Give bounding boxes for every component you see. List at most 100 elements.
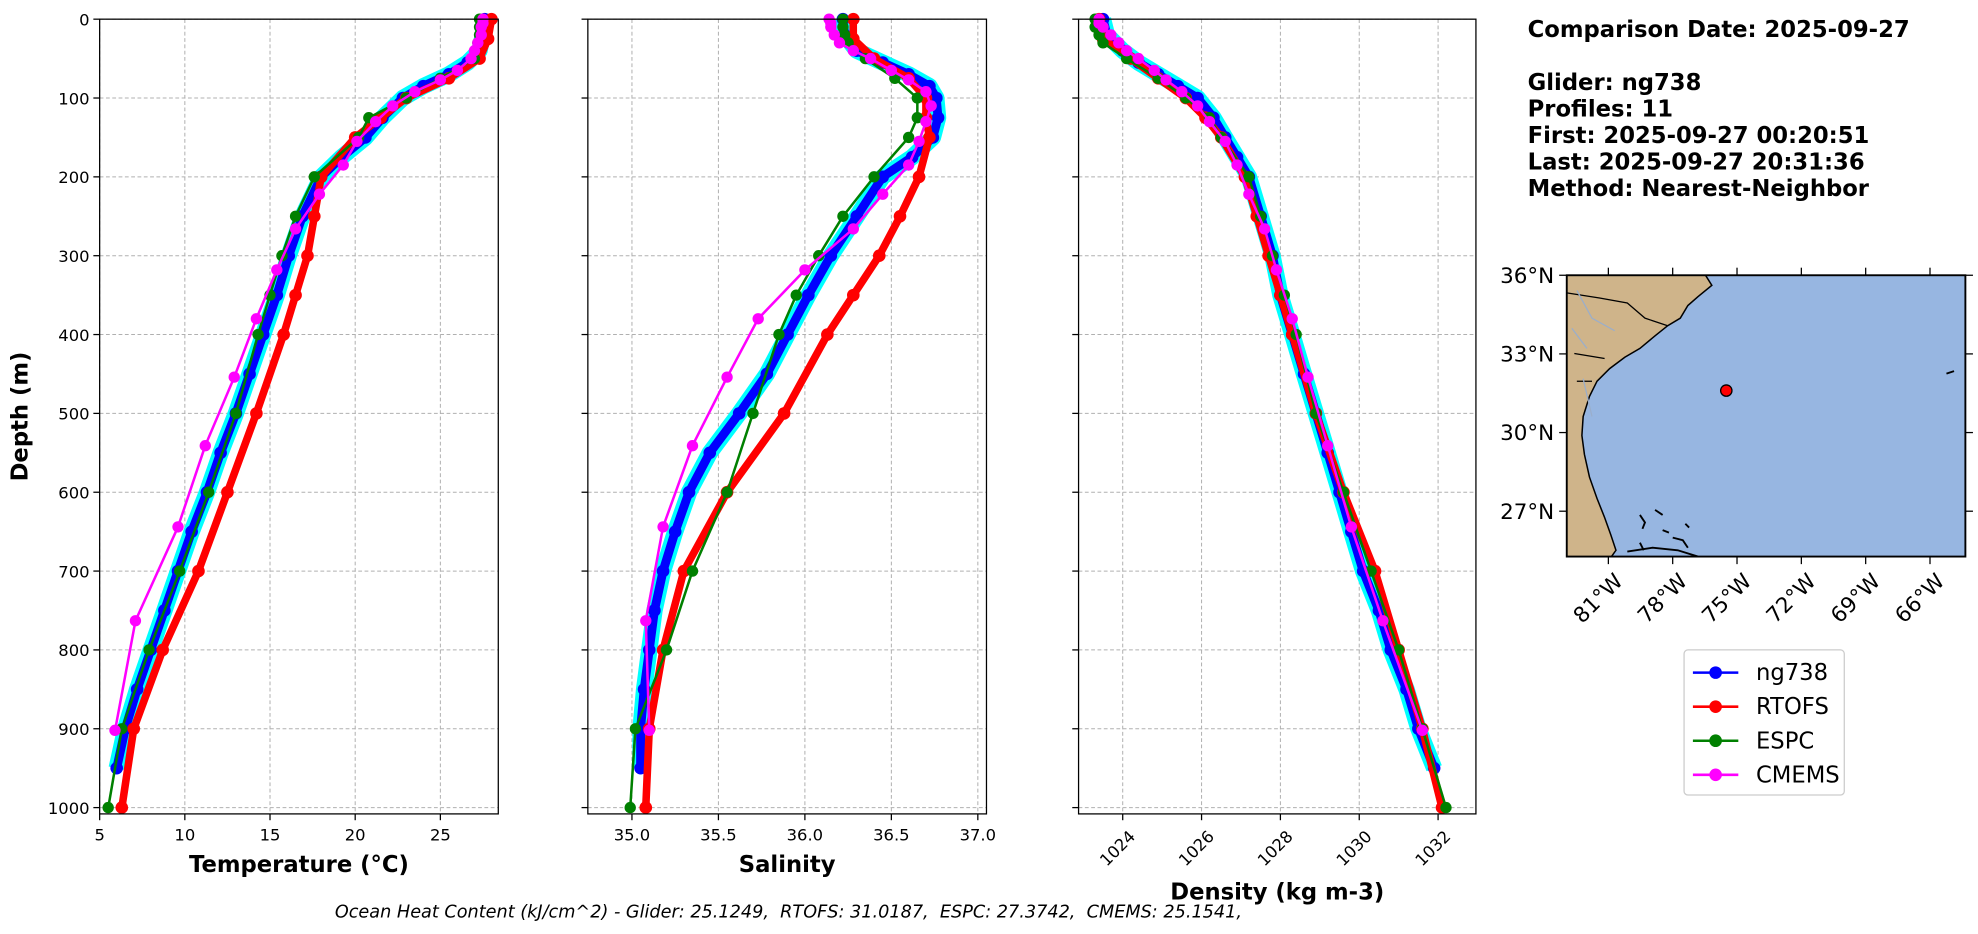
series-marker (192, 564, 205, 578)
series-marker (1286, 313, 1298, 325)
legend-label: CMEMS (1756, 762, 1840, 788)
info-line: Last: 2025-09-27 20:31:36 (1528, 149, 1865, 175)
series-marker (1120, 45, 1133, 57)
series-marker (781, 328, 794, 341)
y-tick-label: 100 (58, 89, 89, 108)
info-line: Comparison Date: 2025-09-27 (1528, 17, 1910, 43)
series-marker (143, 644, 155, 656)
series-marker (911, 92, 923, 104)
series-marker (686, 440, 699, 452)
series-marker (686, 565, 699, 577)
series-marker (747, 407, 759, 420)
series-marker (127, 722, 141, 736)
series-line (113, 19, 485, 731)
cuba (1627, 546, 1699, 557)
series-marker (847, 45, 859, 57)
series-line (1097, 19, 1424, 731)
series-marker (250, 407, 263, 420)
series-marker (1191, 100, 1204, 112)
series-marker (931, 111, 945, 125)
legend-marker (1709, 666, 1722, 679)
series-marker (129, 615, 142, 627)
series-marker (1219, 135, 1231, 148)
series-marker (1377, 615, 1389, 627)
map-land (1566, 275, 1713, 557)
series-marker (221, 485, 234, 499)
x-tick-label: 36.5 (873, 825, 909, 844)
y-axis-label: Depth (m) (8, 352, 34, 482)
glider-position (1719, 384, 1733, 397)
series-marker (386, 100, 399, 112)
series-marker (677, 564, 691, 578)
series-halo (108, 18, 493, 770)
series-marker (660, 644, 673, 656)
plot-frame (1077, 18, 1477, 815)
series-marker (925, 100, 937, 112)
x-tick-label: 10 (174, 825, 195, 844)
series-marker (271, 264, 283, 276)
series-marker (1440, 801, 1452, 814)
series-marker (228, 371, 240, 383)
series-halo (1095, 17, 1442, 772)
series-marker (301, 249, 314, 263)
series-marker (1302, 371, 1314, 383)
series-marker (833, 37, 846, 49)
map-y-tick-label: 36°N (1500, 264, 1554, 289)
series-marker (629, 723, 642, 735)
y-tick-label: 0 (79, 10, 89, 29)
series-marker (115, 801, 129, 814)
series-marker (307, 209, 321, 223)
map-y-tick-label: 30°N (1500, 421, 1554, 446)
series-marker (799, 264, 811, 276)
series-marker (1160, 74, 1172, 86)
map-x-tick-label: 72°W (1762, 569, 1822, 629)
series-marker (465, 52, 477, 65)
y-tick-label: 300 (58, 247, 89, 266)
series-marker (451, 64, 464, 77)
series-marker (109, 724, 121, 737)
series-marker (732, 407, 746, 420)
panel: 5 10 15 20 25 0 100 200 300 400 500 600 700 800 900 100… (8, 10, 499, 878)
series-marker (174, 565, 186, 577)
series-marker (230, 407, 242, 420)
series-marker (639, 801, 653, 814)
series-marker (199, 440, 211, 452)
x-tick-label: 1030 (1333, 827, 1376, 870)
plot-frame (99, 18, 499, 815)
x-tick-label: 25 (430, 825, 451, 844)
series-marker (721, 371, 733, 383)
y-tick-label: 200 (58, 168, 89, 187)
series-marker (657, 521, 669, 533)
series-marker (802, 288, 815, 302)
series-marker (643, 724, 655, 737)
series-marker (289, 223, 302, 235)
legend-marker (1709, 768, 1722, 782)
series-marker (1097, 21, 1109, 33)
y-tick-label: 600 (58, 484, 89, 503)
series-marker (252, 328, 264, 341)
series-marker (872, 249, 886, 263)
series-marker (868, 171, 880, 183)
bermuda (1946, 370, 1955, 375)
series-marker (773, 328, 785, 341)
series-marker (640, 615, 652, 627)
map-x-tick-label: 81°W (1569, 569, 1629, 629)
series-marker (1258, 223, 1271, 235)
series-marker (1105, 29, 1117, 41)
series-marker (1231, 159, 1243, 171)
series-marker (790, 289, 802, 301)
series-marker (885, 64, 898, 77)
series-marker (289, 288, 302, 302)
x-axis-label: Temperature (°C) (189, 852, 409, 878)
info-line: First: 2025-09-27 00:20:51 (1528, 123, 1870, 149)
series-marker (1176, 86, 1188, 98)
series-marker (847, 288, 860, 302)
series-marker (351, 135, 363, 148)
series-marker (1191, 91, 1204, 105)
legend-marker (1709, 734, 1722, 748)
x-axis-label: Density (kg m-3) (1170, 880, 1384, 906)
series-marker (877, 188, 889, 200)
map-land-group (1566, 275, 1955, 557)
series-marker (920, 115, 932, 128)
